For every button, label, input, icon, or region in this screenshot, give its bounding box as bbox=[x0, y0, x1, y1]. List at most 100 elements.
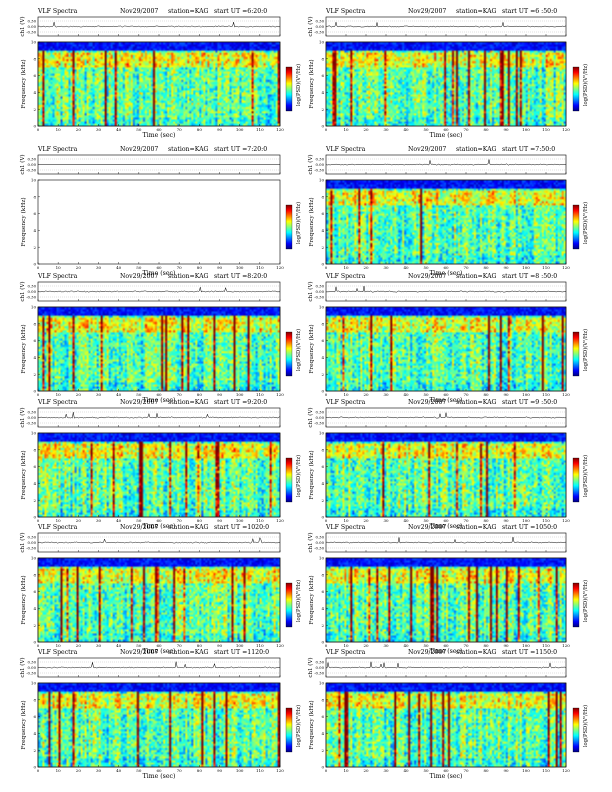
y-axis-label: Frequency (kHz) bbox=[20, 575, 27, 624]
panel-station: station=KAG bbox=[456, 399, 497, 406]
spectrogram-panel-6: VLF Spectra Nov29/2007 station=KAG start UT… bbox=[307, 273, 589, 404]
x-tick-label: 70 bbox=[463, 392, 469, 397]
x-tick-label: 110 bbox=[542, 127, 550, 132]
x-tick-label: 70 bbox=[177, 265, 183, 270]
x-axis-label: Time (sec) bbox=[430, 270, 463, 277]
ch1-strip-frame bbox=[37, 281, 281, 302]
ch1-tick-label: 0.00 bbox=[316, 665, 325, 670]
y-tick-label: 10 bbox=[31, 556, 37, 561]
x-tick-label: 80 bbox=[483, 265, 489, 270]
ch1-strip-frame bbox=[325, 154, 567, 175]
x-tick-label: 50 bbox=[423, 392, 429, 397]
x-tick-label: 70 bbox=[463, 518, 469, 523]
y-tick-label: 2 bbox=[321, 372, 324, 377]
x-tick-label: 30 bbox=[96, 127, 102, 132]
ch1-tick-label: -0.30 bbox=[314, 295, 324, 300]
spectrogram-image bbox=[326, 42, 566, 126]
y-tick-label: 8 bbox=[33, 447, 36, 452]
x-tick-label: 80 bbox=[197, 265, 203, 270]
panel-station: station=KAG bbox=[456, 524, 497, 531]
panel-station: station=KAG bbox=[456, 8, 497, 15]
x-axis-label: Time (sec) bbox=[143, 648, 176, 655]
colorbar-label: log(PSD)(V²/Hz) bbox=[295, 705, 302, 747]
spectrogram-image bbox=[326, 433, 566, 517]
panel-station: station=KAG bbox=[168, 399, 209, 406]
x-tick-label: 110 bbox=[256, 392, 264, 397]
y-tick-label: 10 bbox=[319, 40, 325, 45]
y-tick-label: 8 bbox=[321, 194, 324, 199]
x-tick-label: 40 bbox=[116, 127, 122, 132]
panel-start-time: start UT =8:20:0 bbox=[214, 273, 267, 280]
y-tick-label: 2 bbox=[33, 245, 36, 250]
x-tick-label: 120 bbox=[562, 643, 570, 648]
panel-start-time: start UT =1150:0 bbox=[502, 649, 557, 656]
panel-title: VLF Spectra bbox=[325, 146, 366, 153]
ch1-tick-label: 0.00 bbox=[316, 162, 325, 167]
panel-start-time: start UT =8 :50:0 bbox=[502, 273, 557, 280]
spectrogram-image bbox=[38, 42, 280, 126]
x-tick-label: 60 bbox=[156, 643, 162, 648]
x-tick-label: 110 bbox=[256, 265, 264, 270]
x-tick-label: 40 bbox=[116, 518, 122, 523]
colorbar bbox=[572, 331, 580, 377]
x-tick-label: 70 bbox=[463, 768, 469, 773]
colorbar bbox=[285, 204, 293, 250]
x-tick-label: 70 bbox=[463, 265, 469, 270]
x-tick-label: 60 bbox=[443, 265, 449, 270]
y-tick-label: 2 bbox=[321, 107, 324, 112]
x-tick-label: 70 bbox=[463, 643, 469, 648]
x-tick-label: 90 bbox=[217, 392, 223, 397]
ch1-tick-label: 0.30 bbox=[316, 157, 325, 162]
x-tick-label: 20 bbox=[76, 643, 82, 648]
x-axis-label: Time (sec) bbox=[143, 523, 176, 530]
x-tick-label: 20 bbox=[363, 768, 369, 773]
panel-date: Nov29/2007 bbox=[408, 399, 446, 406]
x-tick-label: 60 bbox=[156, 768, 162, 773]
x-tick-label: 10 bbox=[343, 643, 349, 648]
y-tick-label: 8 bbox=[321, 697, 324, 702]
x-tick-label: 30 bbox=[96, 518, 102, 523]
x-tick-label: 20 bbox=[363, 518, 369, 523]
colorbar-label: log(PSD)(V²/Hz) bbox=[582, 580, 589, 622]
x-tick-label: 90 bbox=[217, 643, 223, 648]
x-tick-label: 100 bbox=[236, 127, 244, 132]
y-tick-label: 2 bbox=[321, 498, 324, 503]
x-tick-label: 40 bbox=[116, 643, 122, 648]
spectrogram-image bbox=[38, 683, 280, 767]
panel-title: VLF Spectra bbox=[37, 146, 78, 153]
spectrogram-panel-5: VLF Spectra Nov29/2007 station=KAG start UT… bbox=[19, 273, 302, 404]
panel-start-time: start UT =6:20:0 bbox=[214, 8, 267, 15]
spectrogram-panel-3: VLF Spectra Nov29/2007 station=KAG start UT… bbox=[19, 146, 302, 277]
x-tick-label: 30 bbox=[96, 643, 102, 648]
ch1-tick-label: -0.30 bbox=[314, 421, 324, 426]
y-tick-label: 6 bbox=[33, 211, 36, 216]
ch1-tick-label: -0.30 bbox=[314, 546, 324, 551]
x-tick-label: 40 bbox=[116, 265, 122, 270]
x-tick-label: 120 bbox=[562, 518, 570, 523]
x-tick-label: 70 bbox=[177, 643, 183, 648]
colorbar-label: log(PSD)(V²/Hz) bbox=[295, 202, 302, 244]
y-tick-label: 4 bbox=[321, 481, 324, 486]
spectrogram-image bbox=[38, 433, 280, 517]
x-tick-label: 70 bbox=[177, 768, 183, 773]
panel-title: VLF Spectra bbox=[325, 649, 366, 656]
ch1-waveform bbox=[37, 661, 281, 669]
x-tick-label: 110 bbox=[256, 127, 264, 132]
y-tick-label: 10 bbox=[319, 431, 325, 436]
y-tick-label: 4 bbox=[33, 731, 36, 736]
panel-title: VLF Spectra bbox=[37, 524, 78, 531]
y-tick-label: 4 bbox=[321, 228, 324, 233]
x-tick-label: 120 bbox=[276, 127, 284, 132]
y-tick-label: 10 bbox=[31, 305, 37, 310]
panel-start-time: start UT =9 :50:0 bbox=[502, 399, 557, 406]
x-tick-label: 120 bbox=[276, 643, 284, 648]
x-tick-label: 30 bbox=[383, 265, 389, 270]
y-tick-label: 6 bbox=[33, 73, 36, 78]
colorbar-label: log(PSD)(V²/Hz) bbox=[582, 455, 589, 497]
y-axis-label: Frequency (kHz) bbox=[20, 450, 27, 499]
ch1-tick-label: -0.30 bbox=[314, 30, 324, 35]
x-tick-label: 30 bbox=[383, 643, 389, 648]
spectrogram-image bbox=[326, 558, 566, 642]
x-tick-label: 60 bbox=[156, 127, 162, 132]
x-axis-label: Time (sec) bbox=[143, 270, 176, 277]
